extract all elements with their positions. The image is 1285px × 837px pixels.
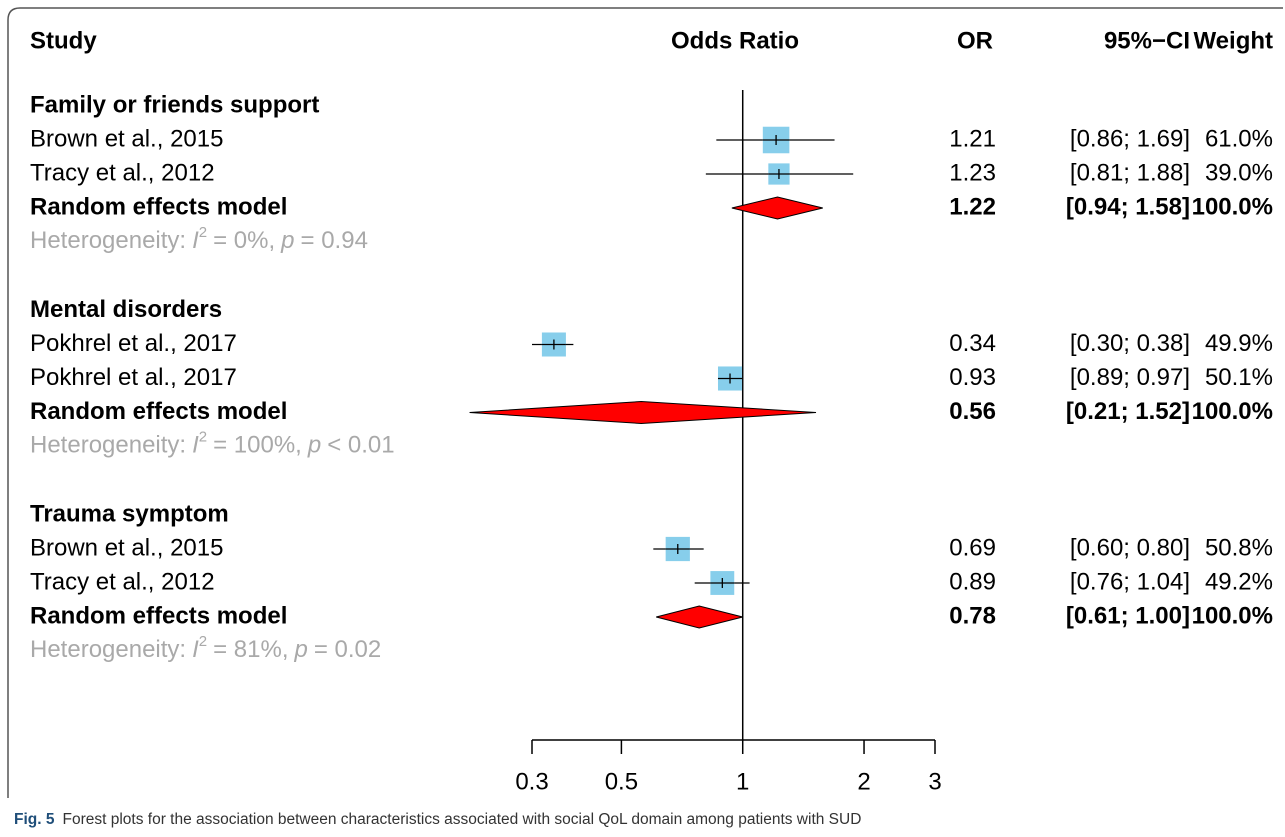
subgroup-name: Trauma symptom [30,500,229,527]
pooled-name: Random effects model [30,602,287,629]
het-i2-symbol: I [192,227,199,254]
het-i2-exp: 2 [199,428,207,445]
pooled-diamond [656,605,743,629]
subgroup-name: Family or friends support [30,91,319,118]
pooled-weight: 100.0% [1192,602,1273,629]
header-weight: Weight [1193,27,1273,54]
weight-value: 49.9% [1205,330,1273,357]
ci-value: [0.81; 1.88] [1070,159,1190,186]
header-study: Study [30,27,97,54]
weight-value: 61.0% [1205,125,1273,152]
het-i2-exp: 2 [199,633,207,650]
pooled-ci: [0.61; 1.00] [1066,602,1190,629]
pooled-weight: 100.0% [1192,193,1273,220]
ci-value: [0.86; 1.69] [1070,125,1190,152]
or-value: 0.93 [949,364,996,391]
pooled-ci: [0.94; 1.58] [1066,193,1190,220]
or-value: 1.21 [949,125,996,152]
study-name: Pokhrel et al., 2017 [30,364,237,391]
pooled-diamond [731,196,823,220]
het-i2: = 0%, [213,227,275,254]
ci-value: [0.30; 0.38] [1070,330,1190,357]
caption: Fig. 5 Forest plots for the association b… [14,811,861,828]
x-tick-label: 3 [928,768,941,795]
weight-value: 50.1% [1205,364,1273,391]
or-value: 0.69 [949,534,996,561]
het-label: Heterogeneity: [30,432,186,459]
subgroup-name: Mental disorders [30,296,222,323]
het-i2-exp: 2 [199,224,207,241]
pooled-diamond [469,400,817,425]
study-name: Pokhrel et al., 2017 [30,330,237,357]
het-i2: = 100%, [213,432,302,459]
caption-label: Fig. 5 [14,811,55,828]
pooled-name: Random effects model [30,193,287,220]
caption-text: Forest plots for the association between… [62,811,861,828]
study-name: Brown et al., 2015 [30,534,223,561]
frame [7,7,1283,798]
weight-value: 49.2% [1205,568,1273,595]
heterogeneity: Heterogeneity: I2 = 100%, p < 0.01 [30,428,395,458]
header-plot: Odds Ratio [671,27,799,54]
het-p-symbol: p [280,227,294,254]
or-value: 0.89 [949,568,996,595]
heterogeneity: Heterogeneity: I2 = 81%, p = 0.02 [30,633,381,663]
weight-value: 39.0% [1205,159,1273,186]
het-i2-symbol: I [192,432,199,459]
pooled-or: 0.78 [949,602,996,629]
x-tick-label: 0.5 [605,768,638,795]
weight-value: 50.8% [1205,534,1273,561]
het-label: Heterogeneity: [30,636,186,663]
heterogeneity: Heterogeneity: I2 = 0%, p = 0.94 [30,224,368,254]
ci-value: [0.76; 1.04] [1070,568,1190,595]
x-tick-label: 2 [857,768,870,795]
het-p-symbol: p [307,432,321,459]
pooled-or: 0.56 [949,398,996,425]
ci-value: [0.60; 0.80] [1070,534,1190,561]
het-p: = 0.02 [314,636,381,663]
ci-value: [0.89; 0.97] [1070,364,1190,391]
het-p: < 0.01 [327,432,394,459]
pooled-name: Random effects model [30,398,287,425]
x-tick-label: 0.3 [515,768,548,795]
het-p: = 0.94 [301,227,368,254]
het-p-symbol: p [294,636,308,663]
or-value: 0.34 [949,330,996,357]
header-ci: 95%−CI [1104,27,1190,54]
het-label: Heterogeneity: [30,227,186,254]
study-name: Tracy et al., 2012 [30,159,215,186]
pooled-or: 1.22 [949,193,996,220]
het-i2: = 81%, [213,636,288,663]
het-i2-symbol: I [192,636,199,663]
study-name: Tracy et al., 2012 [30,568,215,595]
study-name: Brown et al., 2015 [30,125,223,152]
x-tick-label: 1 [736,768,749,795]
header-or: OR [957,27,993,54]
pooled-weight: 100.0% [1192,398,1273,425]
or-value: 1.23 [949,159,996,186]
pooled-ci: [0.21; 1.52] [1066,398,1190,425]
